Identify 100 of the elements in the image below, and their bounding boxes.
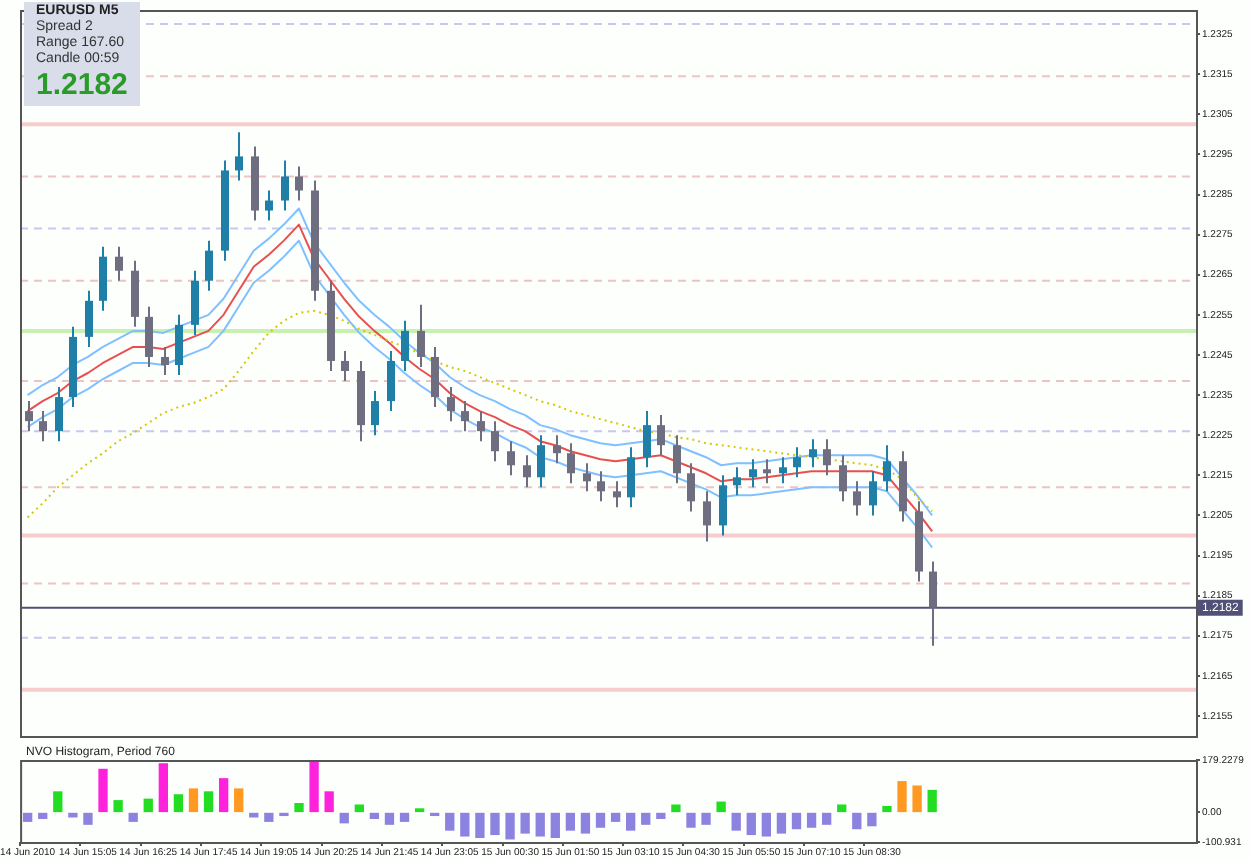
candlestick	[657, 414, 665, 457]
candlestick	[643, 410, 651, 469]
bar	[384, 812, 395, 825]
candlestick	[447, 386, 455, 423]
bar	[580, 812, 591, 834]
bar	[927, 789, 937, 813]
candlestick	[145, 305, 153, 368]
candlestick	[749, 458, 757, 489]
bar	[565, 812, 576, 831]
bar	[203, 791, 214, 813]
candlestick	[793, 446, 801, 479]
candlestick	[235, 131, 243, 182]
candlestick	[461, 400, 469, 433]
candlestick	[733, 466, 741, 497]
bar	[535, 812, 545, 837]
candlestick	[131, 259, 139, 328]
bar	[369, 812, 380, 819]
bar	[550, 812, 560, 838]
candlestick	[809, 438, 817, 469]
bar	[641, 812, 651, 825]
bar	[610, 812, 621, 822]
bar	[158, 763, 168, 813]
candlestick	[85, 289, 93, 348]
candlestick	[627, 446, 635, 509]
bar	[791, 812, 802, 830]
candlestick	[491, 420, 499, 463]
bar	[98, 768, 108, 813]
bar	[520, 812, 530, 834]
bar	[249, 812, 259, 818]
bar	[53, 791, 63, 813]
bar	[731, 812, 741, 831]
candlestick	[537, 434, 545, 489]
bar	[761, 812, 772, 837]
candlestick	[265, 189, 273, 222]
bar	[656, 812, 666, 819]
bar	[264, 812, 274, 822]
candlestick	[597, 470, 605, 503]
candlestick	[99, 245, 107, 312]
bar	[294, 803, 304, 813]
bar	[867, 812, 877, 827]
bar	[339, 812, 349, 824]
candlestick	[115, 245, 123, 282]
candlestick	[431, 345, 439, 409]
candlestick	[161, 345, 169, 377]
bar	[218, 778, 229, 813]
annotation: 1.2182	[36, 68, 128, 102]
bar	[746, 812, 756, 836]
bar	[309, 760, 319, 813]
bar	[490, 812, 500, 836]
candlestick	[523, 454, 531, 489]
candlestick	[55, 386, 63, 443]
candlestick	[25, 400, 33, 433]
candlestick	[295, 165, 303, 202]
candlestick	[281, 159, 289, 212]
bar	[324, 791, 334, 813]
candlestick	[507, 440, 515, 477]
bar	[897, 781, 907, 813]
bar	[68, 812, 78, 818]
bar	[83, 812, 93, 825]
bar	[626, 812, 636, 831]
candlestick	[371, 390, 379, 437]
candlestick	[703, 490, 711, 543]
bar	[22, 812, 33, 822]
bar	[128, 812, 138, 822]
bar	[912, 785, 922, 813]
bar	[445, 812, 455, 831]
candlestick	[477, 410, 485, 443]
bar	[701, 812, 711, 825]
bar	[821, 812, 832, 825]
candlestick	[853, 480, 861, 517]
bar	[776, 812, 787, 834]
candlestick	[553, 434, 561, 465]
candlestick	[763, 458, 771, 485]
bar	[143, 798, 153, 813]
candlestick	[929, 560, 937, 647]
candlestick	[175, 313, 183, 377]
candlestick	[687, 462, 695, 513]
candlestick	[191, 269, 199, 336]
candlestick	[779, 456, 787, 485]
bar	[173, 794, 184, 813]
candlestick	[583, 462, 591, 493]
candlestick	[417, 303, 425, 368]
bar	[595, 812, 606, 828]
candlestick	[401, 319, 409, 372]
bar	[188, 788, 199, 813]
bar	[460, 812, 470, 837]
bar	[671, 804, 681, 813]
bar	[113, 800, 123, 813]
candlestick	[839, 454, 847, 503]
bar	[882, 805, 892, 813]
line-series	[26, 309, 934, 519]
candlestick	[869, 470, 877, 517]
bar	[686, 812, 696, 828]
bar	[505, 812, 515, 840]
bar	[837, 804, 847, 813]
candlestick	[613, 480, 621, 509]
candlestick	[719, 474, 727, 537]
candlestick	[387, 349, 395, 413]
candlestick	[883, 444, 891, 493]
bar	[852, 812, 862, 830]
